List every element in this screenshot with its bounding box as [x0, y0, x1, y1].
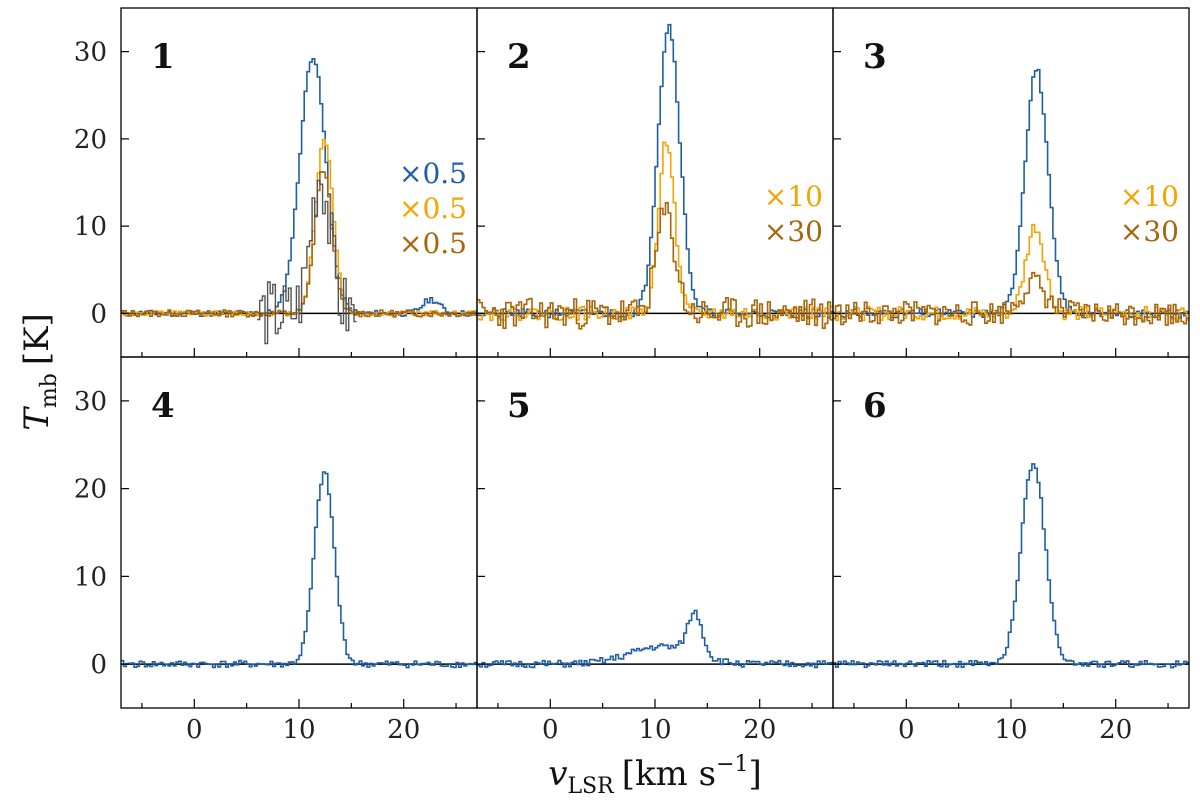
y-axis-title-unit: [K]: [17, 313, 57, 365]
scale-label: ×30: [764, 215, 823, 248]
panel-spectra: [833, 68, 1189, 326]
x-axis-title-unit: [km s: [622, 754, 716, 794]
spectrum-brown-panel-3: [833, 271, 1189, 326]
spectrum-brown-panel-2: [477, 202, 833, 330]
panel-number: 1: [151, 37, 175, 77]
scale-label: ×0.5: [399, 192, 467, 225]
spectrum-blue-panel-4: [121, 471, 477, 669]
panel-spectra: [121, 58, 477, 345]
y-axis-title: Tmb [K]: [17, 313, 62, 431]
panel-4: 0 10 20 30 0 10 20 4: [74, 356, 478, 745]
x-axis-title-main: v: [548, 754, 567, 794]
panel-3: 3 ×10×30: [832, 7, 1190, 358]
spectrum-brown-panel-1: [121, 171, 477, 318]
x-tick-label: 20: [1099, 715, 1132, 745]
y-axis-title-sub: mb: [37, 373, 62, 408]
x-axis-title: vLSR [km s−1]: [548, 752, 762, 799]
spectrum-blue-panel-5: [477, 609, 833, 669]
panel-number: 6: [863, 386, 887, 426]
y-tick-label: 0: [90, 299, 107, 329]
spectrum-blue-panel-6: [833, 463, 1189, 669]
scale-label: ×10: [764, 180, 823, 213]
y-tick-label: 30: [74, 38, 107, 68]
x-tick-label: 0: [186, 715, 203, 745]
x-tick-label: 10: [282, 715, 315, 745]
y-tick-label: 20: [74, 125, 107, 155]
x-tick-label: 10: [994, 715, 1027, 745]
scale-label: ×0.5: [399, 157, 467, 190]
panel-spectra: [477, 23, 833, 330]
panel-spectra: [121, 471, 477, 669]
y-tick-label: 0: [90, 650, 107, 680]
y-tick-label: 20: [74, 475, 107, 505]
x-axis-title-unit-close: ]: [749, 754, 762, 794]
panel-spectra: [833, 463, 1189, 669]
panel-number: 4: [151, 386, 175, 426]
panel-spectra: [477, 609, 833, 669]
panel-number: 5: [507, 386, 531, 426]
y-tick-label: 10: [74, 212, 107, 242]
x-axis-title-sub: LSR: [567, 774, 615, 799]
panel-number: 3: [863, 37, 887, 77]
y-axis-title-main: T: [17, 406, 57, 431]
scale-label: ×0.5: [399, 227, 467, 260]
y-tick-label: 30: [74, 387, 107, 417]
scale-label: ×10: [1120, 180, 1179, 213]
x-tick-label: 10: [638, 715, 671, 745]
spectrum-gray-panel-1: [257, 179, 357, 345]
scale-label: ×30: [1120, 215, 1179, 248]
x-tick-label: 0: [898, 715, 915, 745]
panel-6: 0 10 20 6: [832, 356, 1190, 745]
x-tick-label: 0: [542, 715, 559, 745]
panel-2: 2 ×10×30: [476, 7, 834, 358]
y-tick-label: 10: [74, 562, 107, 592]
x-axis-title-unit-sup: −1: [716, 752, 748, 777]
x-tick-label: 20: [387, 715, 420, 745]
panel-number: 2: [507, 37, 531, 77]
x-tick-label: 20: [743, 715, 776, 745]
panel-5: 0 10 20 5: [476, 356, 834, 745]
